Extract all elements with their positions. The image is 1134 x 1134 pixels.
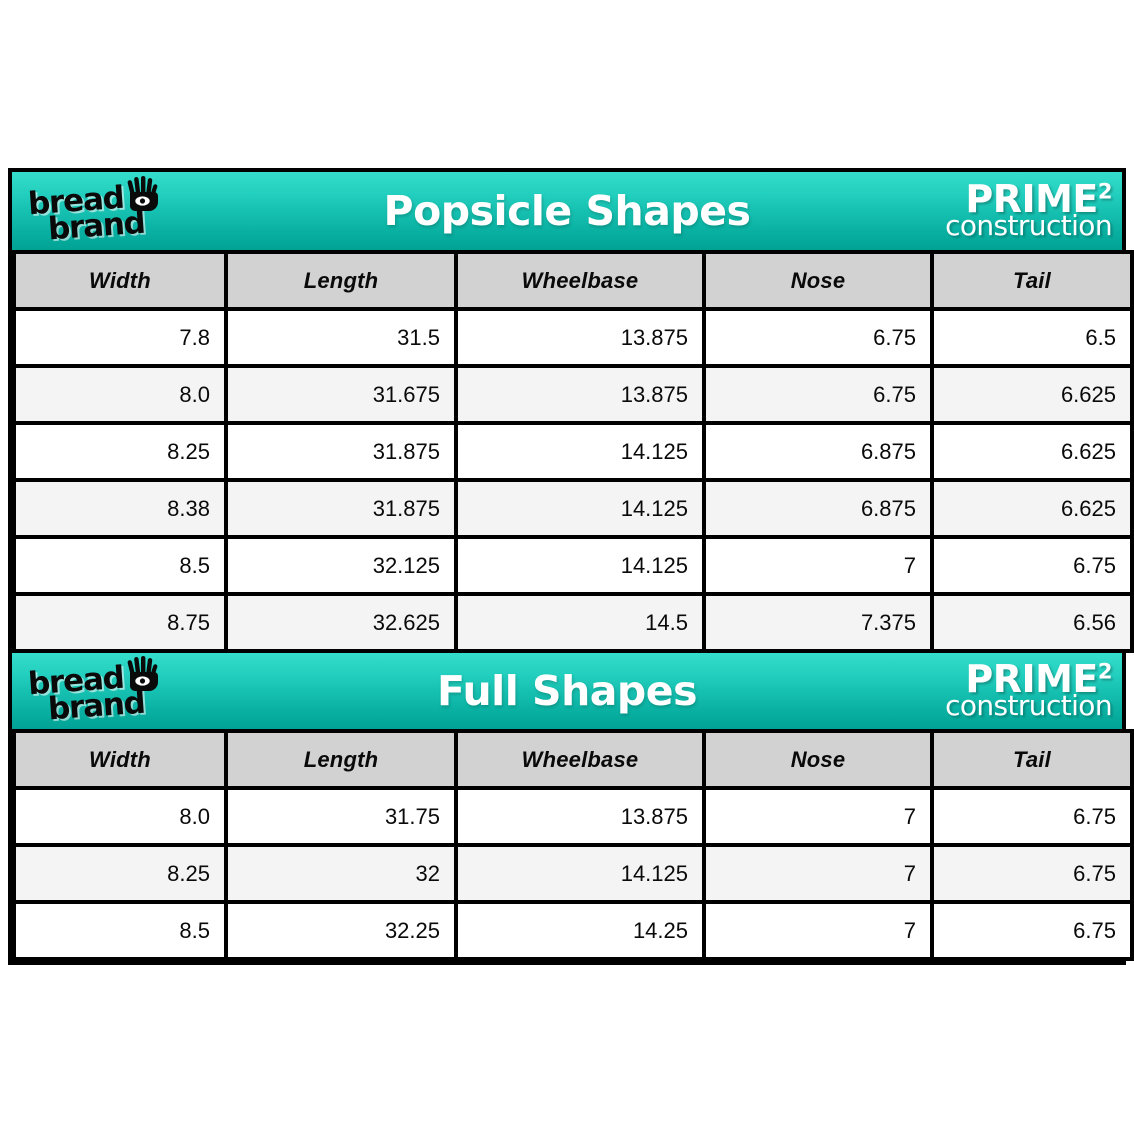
cell-wheelbase: 14.5: [454, 592, 706, 653]
prime-logo-main: PRIME2: [945, 660, 1112, 698]
hand-with-eye-icon: [127, 176, 158, 211]
table-row: 8.25 31.875 14.125 6.875 6.625: [12, 421, 1134, 482]
table-row: 8.75 32.625 14.5 7.375 6.56: [12, 592, 1134, 653]
cell-length: 31.675: [224, 364, 458, 425]
prime-logo-sub: construction: [945, 689, 1113, 723]
table-row: 8.25 32 14.125 7 6.75: [12, 843, 1134, 904]
cell-wheelbase: 13.875: [454, 307, 706, 368]
prime-logo-main: PRIME2: [945, 180, 1112, 218]
cell-tail: 6.75: [930, 843, 1134, 904]
column-header-wheelbase: Wheelbase: [454, 729, 706, 790]
popsicle-shapes-table: Width Length Wheelbase Nose Tail 7.8 31.…: [12, 250, 1134, 653]
table-row: 7.8 31.5 13.875 6.75 6.5: [12, 307, 1134, 368]
cell-nose: 6.75: [702, 307, 934, 368]
cell-tail: 6.75: [930, 786, 1134, 847]
cell-nose: 6.875: [702, 478, 934, 539]
table-row: 8.0 31.75 13.875 7 6.75: [12, 786, 1134, 847]
table-header-row: Width Length Wheelbase Nose Tail: [12, 250, 1134, 311]
column-header-tail: Tail: [930, 729, 1134, 790]
cell-tail: 6.625: [930, 421, 1134, 482]
cell-nose: 6.75: [702, 364, 934, 425]
cell-length: 32: [224, 843, 458, 904]
cell-width: 8.5: [12, 535, 228, 596]
column-header-nose: Nose: [702, 729, 934, 790]
prime-logo-superscript: 2: [1097, 659, 1113, 684]
section-banner-full: bread brand Full Shapes: [12, 653, 1122, 729]
prime-logo-sub: construction: [945, 209, 1113, 243]
column-header-length: Length: [224, 729, 458, 790]
cell-nose: 7: [702, 900, 934, 961]
table-row: 8.5 32.25 14.25 7 6.75: [12, 900, 1134, 961]
cell-width: 8.25: [12, 843, 228, 904]
cell-tail: 6.75: [930, 535, 1134, 596]
spec-sheet: bread brand Popsicle Shapes: [8, 168, 1134, 965]
column-header-length: Length: [224, 250, 458, 311]
table-row: 8.0 31.675 13.875 6.75 6.625: [12, 364, 1134, 425]
cell-width: 8.25: [12, 421, 228, 482]
cell-wheelbase: 13.875: [454, 364, 706, 425]
cell-nose: 6.875: [702, 421, 934, 482]
cell-wheelbase: 14.125: [454, 421, 706, 482]
cell-width: 8.38: [12, 478, 228, 539]
column-header-wheelbase: Wheelbase: [454, 250, 706, 311]
cell-tail: 6.75: [930, 900, 1134, 961]
column-header-width: Width: [12, 250, 228, 311]
prime-construction-logo: PRIME2 construction: [945, 180, 1116, 243]
cell-tail: 6.5: [930, 307, 1134, 368]
cell-wheelbase: 13.875: [454, 786, 706, 847]
cell-length: 32.625: [224, 592, 458, 653]
prime-construction-logo: PRIME2 construction: [945, 660, 1116, 723]
cell-wheelbase: 14.25: [454, 900, 706, 961]
cell-length: 32.25: [224, 900, 458, 961]
cell-nose: 7: [702, 535, 934, 596]
hand-with-eye-icon: [127, 656, 158, 691]
cell-nose: 7.375: [702, 592, 934, 653]
cell-length: 32.125: [224, 535, 458, 596]
prime-logo-word: PRIME: [965, 176, 1098, 221]
cell-nose: 7: [702, 843, 934, 904]
column-header-tail: Tail: [930, 250, 1134, 311]
cell-length: 31.875: [224, 421, 458, 482]
cell-tail: 6.56: [930, 592, 1134, 653]
cell-nose: 7: [702, 786, 934, 847]
cell-length: 31.75: [224, 786, 458, 847]
table-row: 8.38 31.875 14.125 6.875 6.625: [12, 478, 1134, 539]
cell-width: 8.0: [12, 364, 228, 425]
table-row: 8.5 32.125 14.125 7 6.75: [12, 535, 1134, 596]
full-shapes-table: Width Length Wheelbase Nose Tail 8.0 31.…: [12, 729, 1134, 961]
cell-tail: 6.625: [930, 364, 1134, 425]
cell-length: 31.875: [224, 478, 458, 539]
cell-length: 31.5: [224, 307, 458, 368]
cell-wheelbase: 14.125: [454, 535, 706, 596]
bread-brand-logo: bread brand: [22, 176, 182, 247]
cell-width: 8.0: [12, 786, 228, 847]
cell-wheelbase: 14.125: [454, 478, 706, 539]
cell-wheelbase: 14.125: [454, 843, 706, 904]
cell-tail: 6.625: [930, 478, 1134, 539]
section-banner-popsicle: bread brand Popsicle Shapes: [12, 172, 1122, 250]
cell-width: 8.75: [12, 592, 228, 653]
prime-logo-word: PRIME: [965, 656, 1098, 701]
prime-logo-superscript: 2: [1097, 179, 1113, 204]
column-header-nose: Nose: [702, 250, 934, 311]
column-header-width: Width: [12, 729, 228, 790]
cell-width: 7.8: [12, 307, 228, 368]
bread-brand-logo: bread brand: [22, 656, 182, 727]
table-header-row: Width Length Wheelbase Nose Tail: [12, 729, 1134, 790]
cell-width: 8.5: [12, 900, 228, 961]
